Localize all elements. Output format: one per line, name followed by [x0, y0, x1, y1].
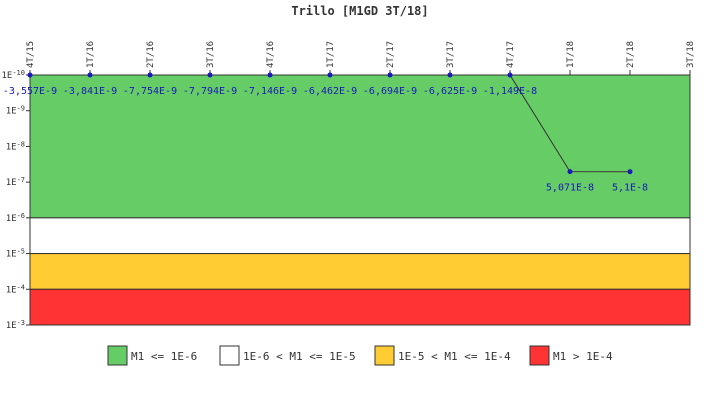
data-label: -3,557E-9	[3, 86, 57, 97]
x-tick-label: 3T/16	[206, 41, 216, 68]
x-tick-label: 1T/17	[326, 41, 336, 68]
data-point	[87, 72, 93, 78]
x-axis-ticks: 4T/15 1T/16 2T/16 3T/16 4T/16 1T/17 2T/17 3T/17…	[26, 41, 696, 75]
data-point	[627, 169, 633, 175]
band-3	[29, 288, 691, 326]
y-tick-label: 1E-8	[6, 140, 25, 152]
x-tick-label: 4T/17	[506, 41, 516, 68]
legend-label: 1E-5 < M1 <= 1E-4	[398, 350, 511, 363]
legend-swatch	[107, 345, 128, 366]
x-tick-label: 2T/17	[386, 41, 396, 68]
band-1	[29, 217, 691, 255]
data-label: -3,841E-9	[63, 86, 117, 97]
y-tick-label: 1E-10	[2, 69, 26, 81]
x-tick-label: 2T/16	[146, 41, 156, 68]
legend-swatch	[529, 345, 550, 366]
data-label: -7,146E-9	[243, 86, 297, 97]
band-0	[29, 74, 691, 219]
data-point	[567, 169, 573, 175]
legend-label: M1 > 1E-4	[553, 350, 613, 363]
legend-swatch	[374, 345, 395, 366]
x-tick-label: 4T/16	[266, 41, 276, 68]
data-point	[327, 72, 333, 78]
chart-title: Trillo [M1GD 3T/18]	[291, 4, 428, 18]
data-point	[207, 72, 213, 78]
data-label: -7,794E-9	[183, 86, 237, 97]
data-point	[27, 72, 33, 78]
data-point	[507, 72, 513, 78]
series: -3,557E-9 -3,841E-9 -7,754E-9 -7,794E-9 -7,1…	[3, 72, 648, 194]
data-label: -6,462E-9	[303, 86, 357, 97]
data-label: -6,625E-9	[423, 86, 477, 97]
x-tick-label: 1T/18	[566, 41, 576, 68]
x-tick-label: 4T/15	[26, 41, 36, 68]
y-tick-label: 1E-4	[6, 283, 25, 295]
x-tick-label: 3T/17	[446, 41, 456, 68]
data-point	[447, 72, 453, 78]
data-label: -7,754E-9	[123, 86, 177, 97]
data-label: -6,694E-9	[363, 86, 417, 97]
x-tick-label: 2T/18	[626, 41, 636, 68]
data-label: 5,1E-8	[612, 183, 648, 194]
y-tick-label: 1E-5	[6, 248, 25, 260]
data-label: 5,071E-8	[546, 183, 594, 194]
legend-swatch	[219, 345, 240, 366]
y-tick-label: 1E-7	[6, 176, 25, 188]
y-tick-label: 1E-6	[6, 212, 25, 224]
risk-bands	[29, 74, 691, 326]
legend-label: M1 <= 1E-6	[131, 350, 197, 363]
y-axis-ticks: 1E-10 1E-9 1E-8 1E-7 1E-6 1E-5 1E-4 1E-3	[2, 69, 30, 331]
y-tick-label: 1E-9	[6, 105, 25, 117]
data-point	[387, 72, 393, 78]
band-2	[29, 253, 691, 290]
y-tick-label: 1E-3	[6, 319, 25, 331]
data-label: -1,149E-8	[483, 86, 537, 97]
data-point	[267, 72, 273, 78]
legend-label: 1E-6 < M1 <= 1E-5	[243, 350, 356, 363]
x-tick-label: 1T/16	[86, 41, 96, 68]
legend: M1 <= 1E-6 1E-6 < M1 <= 1E-5 1E-5 < M1 <= …	[107, 345, 613, 366]
data-point	[147, 72, 153, 78]
x-tick-label: 3T/18	[686, 41, 696, 68]
